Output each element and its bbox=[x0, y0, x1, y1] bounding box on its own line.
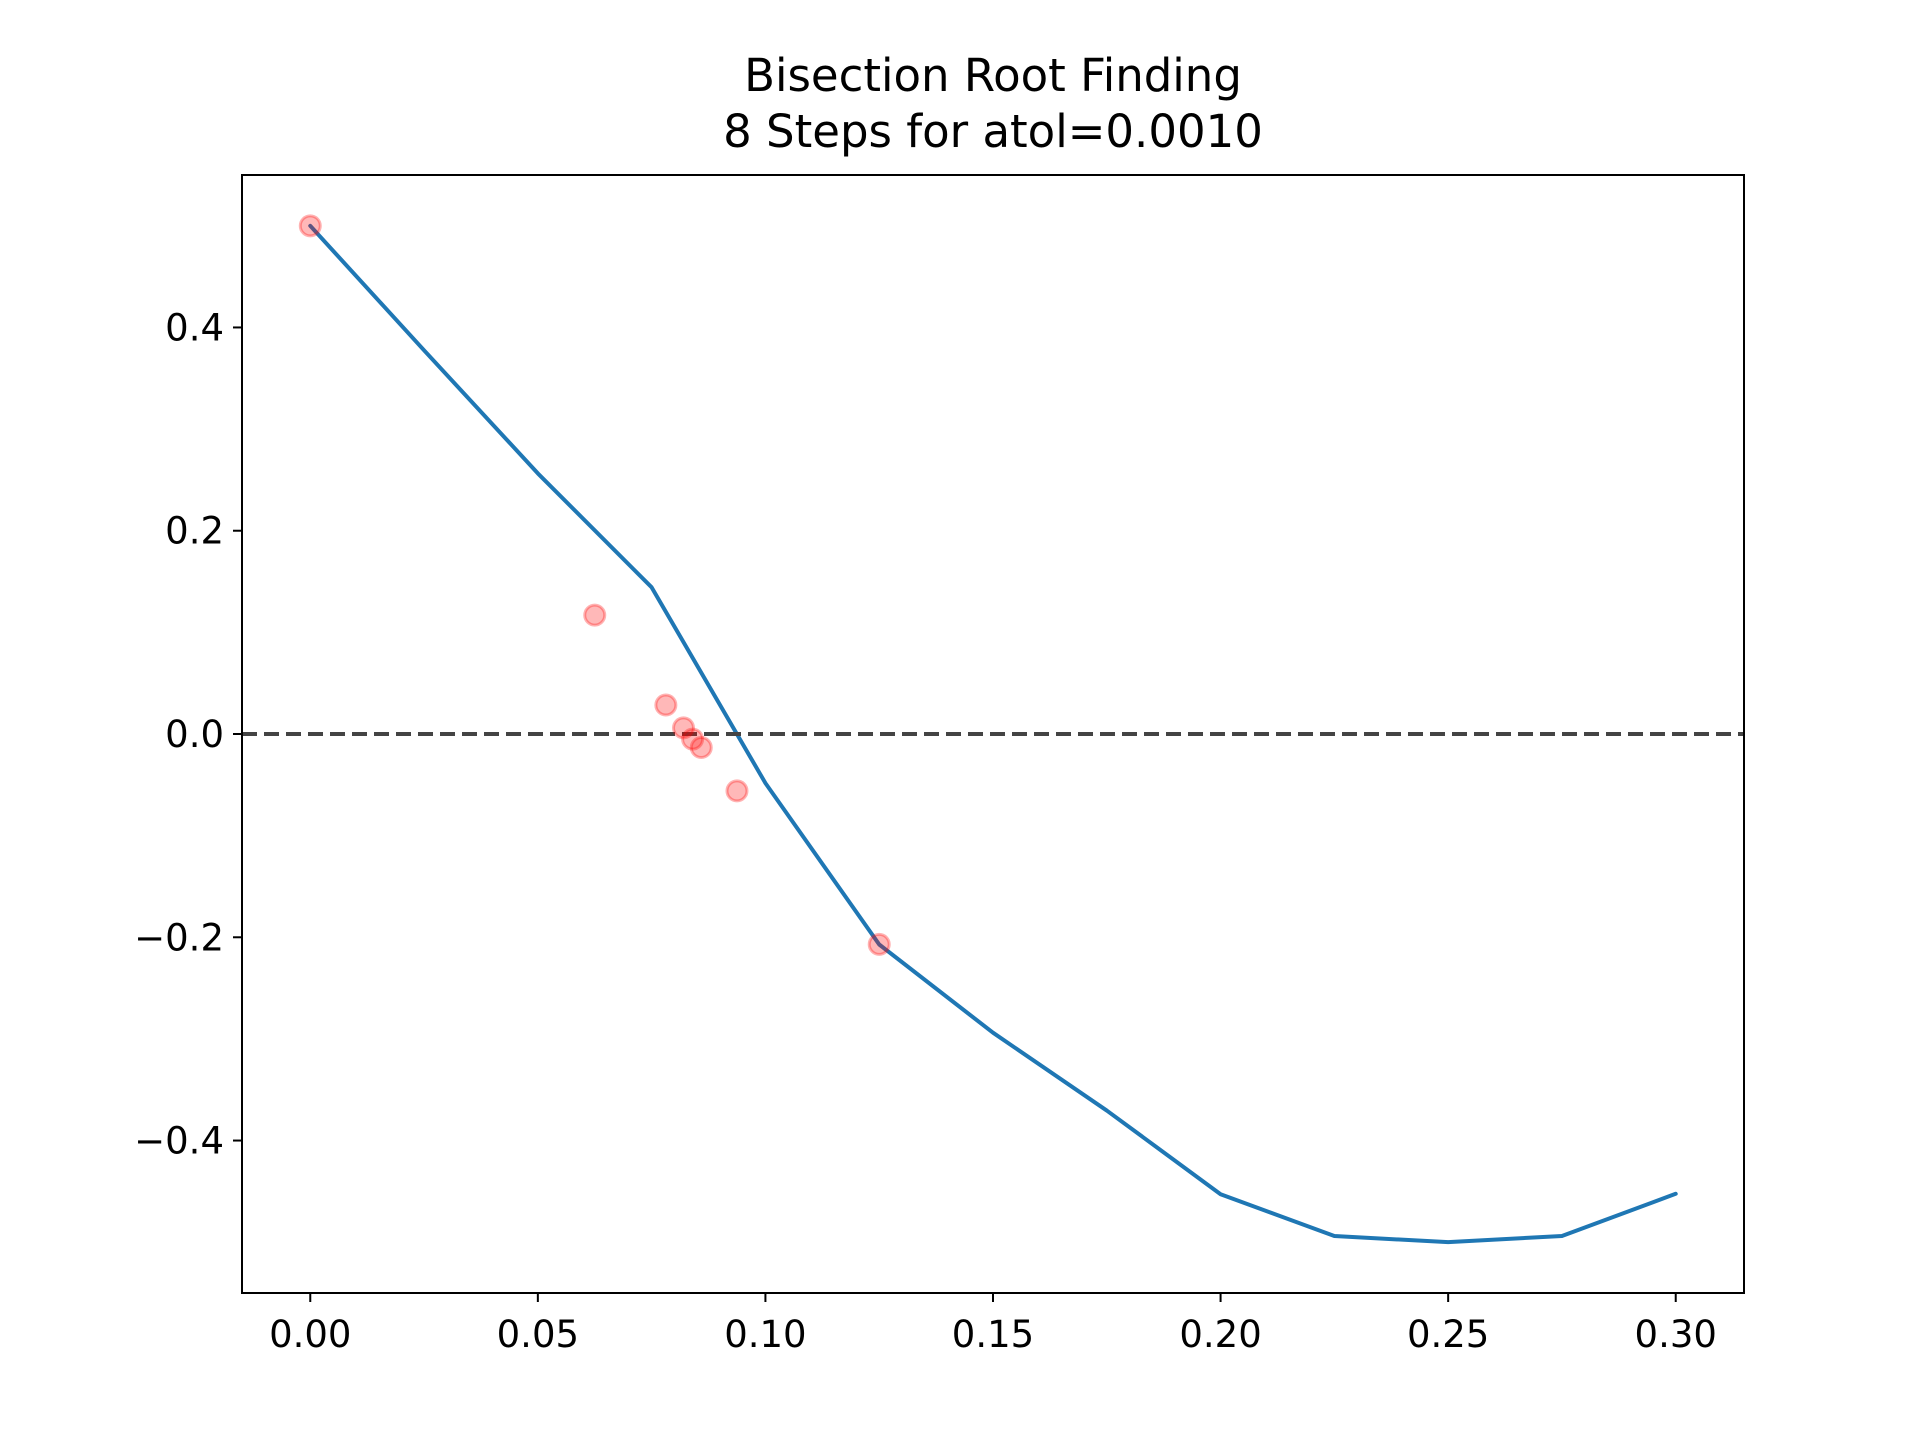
x-tick-label: 0.20 bbox=[1179, 1313, 1261, 1356]
y-tick-label: −0.2 bbox=[134, 916, 224, 959]
axes-frame bbox=[241, 174, 1745, 1294]
chart-title: Bisection Root Finding bbox=[744, 49, 1242, 102]
plot-area bbox=[242, 214, 1744, 1245]
function-curve bbox=[308, 223, 1678, 1245]
x-axis: 0.00 0.05 0.10 0.15 0.20 0.25 0.30 bbox=[269, 1293, 1717, 1356]
bisection-point bbox=[689, 736, 713, 760]
bisection-point bbox=[654, 693, 678, 717]
bisection-point bbox=[725, 779, 749, 803]
bisection-point bbox=[298, 214, 322, 238]
y-tick-label: 0.2 bbox=[165, 510, 224, 553]
x-tick-label: 0.00 bbox=[269, 1313, 351, 1356]
bisection-point bbox=[681, 727, 705, 751]
bisection-point bbox=[672, 716, 695, 740]
y-tick-label: 0.4 bbox=[165, 306, 224, 349]
bisection-point bbox=[867, 932, 891, 956]
y-tick-label: −0.4 bbox=[134, 1120, 224, 1163]
x-tick-label: 0.30 bbox=[1635, 1313, 1717, 1356]
y-tick-label: 0.0 bbox=[165, 713, 224, 756]
y-axis: −0.4 −0.2 0.0 0.2 0.4 bbox=[134, 306, 242, 1163]
chart-subtitle: 8 Steps for atol=0.0010 bbox=[723, 105, 1263, 158]
bisection-point bbox=[583, 603, 607, 627]
x-tick-label: 0.25 bbox=[1407, 1313, 1489, 1356]
x-tick-label: 0.05 bbox=[497, 1313, 579, 1356]
x-tick-label: 0.15 bbox=[952, 1313, 1034, 1356]
x-tick-label: 0.10 bbox=[724, 1313, 806, 1356]
